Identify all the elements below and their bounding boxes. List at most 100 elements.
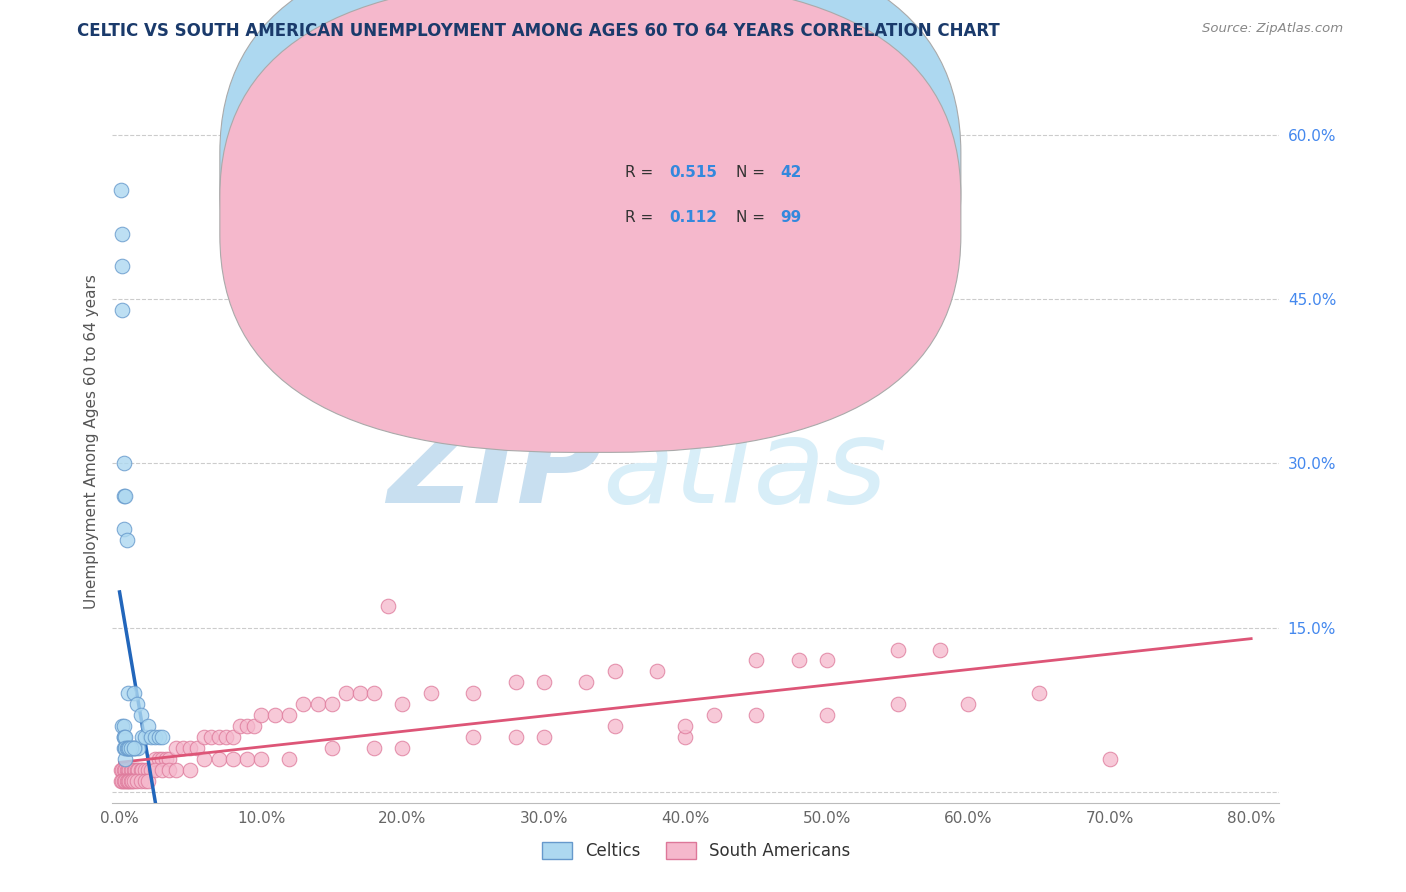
Point bbox=[321, 698, 343, 712]
Point bbox=[129, 763, 152, 777]
Point bbox=[363, 741, 385, 756]
Point bbox=[125, 773, 148, 788]
Point bbox=[114, 730, 136, 744]
Point bbox=[120, 763, 142, 777]
Point bbox=[139, 763, 162, 777]
Point bbox=[112, 730, 135, 744]
Point bbox=[124, 741, 146, 756]
Point bbox=[115, 533, 138, 547]
Point bbox=[155, 752, 177, 766]
Point bbox=[124, 763, 146, 777]
Point bbox=[131, 730, 153, 744]
Point bbox=[143, 752, 166, 766]
Text: R =: R = bbox=[624, 165, 658, 180]
Point bbox=[673, 719, 696, 733]
Point bbox=[139, 730, 162, 744]
Point bbox=[673, 730, 696, 744]
Point bbox=[122, 686, 145, 700]
FancyBboxPatch shape bbox=[550, 142, 889, 250]
Point bbox=[419, 686, 441, 700]
Point bbox=[122, 773, 145, 788]
Point bbox=[127, 741, 149, 756]
Point bbox=[110, 763, 132, 777]
Point bbox=[179, 763, 201, 777]
Point bbox=[121, 741, 143, 756]
Point bbox=[1098, 752, 1121, 766]
Point bbox=[136, 719, 159, 733]
Point bbox=[250, 708, 273, 723]
Point bbox=[110, 773, 132, 788]
Point bbox=[150, 763, 173, 777]
Point bbox=[134, 773, 156, 788]
Point bbox=[131, 763, 153, 777]
Point bbox=[207, 752, 229, 766]
Point bbox=[349, 686, 371, 700]
Point bbox=[121, 773, 143, 788]
Point bbox=[125, 698, 148, 712]
Point bbox=[112, 489, 135, 503]
Point bbox=[114, 773, 136, 788]
Point bbox=[193, 730, 215, 744]
Point bbox=[114, 741, 136, 756]
Point bbox=[129, 773, 152, 788]
Text: 0.515: 0.515 bbox=[669, 165, 717, 180]
Point bbox=[321, 741, 343, 756]
Point bbox=[110, 183, 132, 197]
Point bbox=[264, 708, 287, 723]
Point bbox=[115, 741, 138, 756]
Point bbox=[1028, 686, 1050, 700]
Text: Source: ZipAtlas.com: Source: ZipAtlas.com bbox=[1202, 22, 1343, 36]
Point bbox=[229, 719, 252, 733]
Point bbox=[278, 708, 301, 723]
Point bbox=[111, 303, 134, 318]
Point bbox=[787, 653, 810, 667]
Point bbox=[377, 599, 399, 613]
Point bbox=[148, 730, 170, 744]
Point bbox=[127, 763, 149, 777]
Point bbox=[243, 719, 266, 733]
Point bbox=[505, 730, 527, 744]
Point bbox=[815, 708, 838, 723]
Point bbox=[115, 763, 138, 777]
Point bbox=[122, 741, 145, 756]
Point bbox=[886, 698, 908, 712]
Point bbox=[111, 260, 134, 274]
Point bbox=[134, 730, 156, 744]
Point bbox=[120, 741, 142, 756]
Point bbox=[111, 227, 134, 241]
Point bbox=[136, 773, 159, 788]
Point bbox=[463, 730, 485, 744]
Point bbox=[222, 752, 245, 766]
Point bbox=[114, 763, 136, 777]
Point bbox=[307, 698, 329, 712]
Point bbox=[114, 489, 136, 503]
Text: 0.112: 0.112 bbox=[669, 210, 717, 225]
Point bbox=[193, 752, 215, 766]
Point bbox=[136, 763, 159, 777]
Point bbox=[533, 675, 555, 690]
Point bbox=[112, 741, 135, 756]
Point bbox=[363, 686, 385, 700]
Point bbox=[143, 763, 166, 777]
Point bbox=[207, 730, 229, 744]
Point bbox=[120, 773, 142, 788]
Point bbox=[112, 763, 135, 777]
Point bbox=[117, 773, 139, 788]
Point bbox=[745, 653, 768, 667]
Point bbox=[122, 741, 145, 756]
Point bbox=[134, 763, 156, 777]
Point bbox=[129, 708, 152, 723]
Point bbox=[250, 752, 273, 766]
Point bbox=[335, 686, 357, 700]
Point bbox=[115, 773, 138, 788]
Text: CELTIC VS SOUTH AMERICAN UNEMPLOYMENT AMONG AGES 60 TO 64 YEARS CORRELATION CHAR: CELTIC VS SOUTH AMERICAN UNEMPLOYMENT AM… bbox=[77, 22, 1000, 40]
Point bbox=[200, 730, 222, 744]
Point bbox=[391, 741, 413, 756]
Point bbox=[112, 719, 135, 733]
Point bbox=[117, 686, 139, 700]
Point bbox=[603, 665, 626, 679]
Point bbox=[150, 752, 173, 766]
Point bbox=[112, 773, 135, 788]
Point bbox=[929, 642, 952, 657]
Text: N =: N = bbox=[735, 165, 769, 180]
